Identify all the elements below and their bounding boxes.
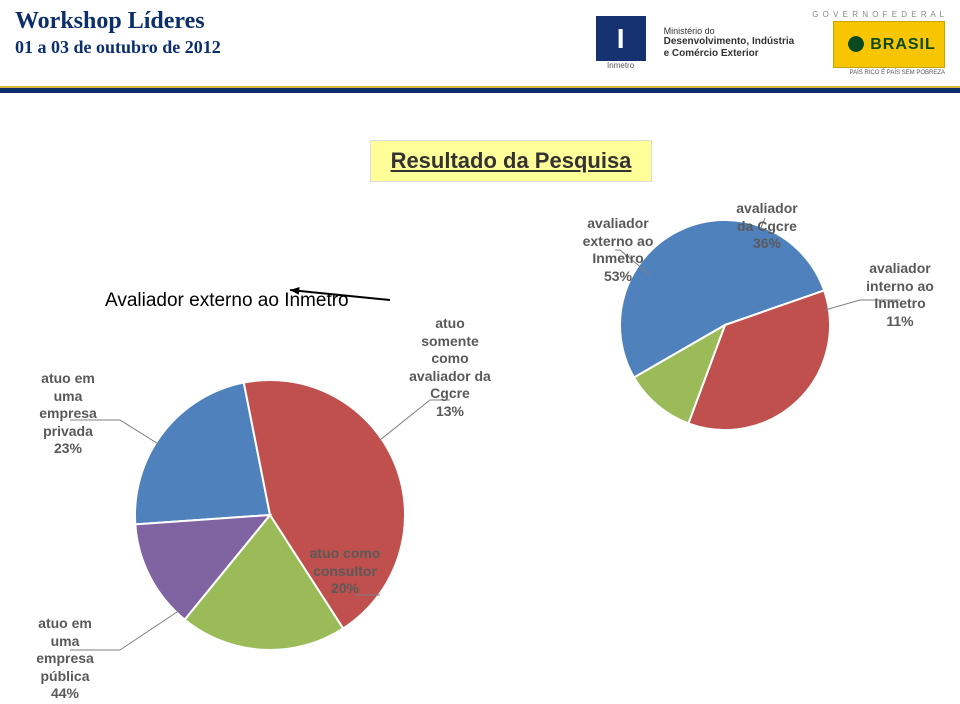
inmetro-logo: Inmetro <box>596 16 646 70</box>
header-divider <box>0 88 960 93</box>
label-consultor: atuo comoconsultor20% <box>285 545 405 598</box>
label-ext: avaliadorexterno aoInmetro53% <box>558 215 678 285</box>
label-somente: atuosomentecomoavaliador daCgcre13% <box>380 315 520 420</box>
ministry-l3: e Comércio Exterior <box>664 48 759 59</box>
ministry-text: Ministério do Desenvolvimento, Indústria… <box>664 26 795 61</box>
main-title: Resultado da Pesquisa <box>391 148 632 174</box>
header-logos: Inmetro Ministério do Desenvolvimento, I… <box>596 10 945 76</box>
label-int: avaliadorinterno aoInmetro11% <box>845 260 955 330</box>
gov-label: G O V E R N O F E D E R A L <box>812 10 945 19</box>
main-title-box: Resultado da Pesquisa <box>370 140 652 182</box>
title-line2: 01 a 03 de outubro de 2012 <box>15 37 221 58</box>
brasil-tag: PAÍS RICO É PAÍS SEM POBREZA <box>850 70 945 76</box>
title-line1: Workshop Líderes <box>15 8 221 35</box>
ministry-l1: Ministério do <box>664 26 795 37</box>
brasil-text: BRASIL <box>870 36 936 54</box>
label-publica: atuo emumaempresapública44% <box>10 615 120 703</box>
header-title: Workshop Líderes 01 a 03 de outubro de 2… <box>15 8 221 58</box>
ministry-l2: Desenvolvimento, Indústria <box>664 36 795 47</box>
brasil-logo: BRASIL <box>833 21 945 68</box>
label-cgcre: avaliadorda Cgcre36% <box>712 200 822 253</box>
inmetro-label: Inmetro <box>607 61 634 70</box>
label-privada: atuo emumaempresaprivada23% <box>18 370 118 458</box>
header: Workshop Líderes 01 a 03 de outubro de 2… <box>0 0 960 95</box>
section-label: Avaliador externo ao Inmetro <box>105 290 349 312</box>
inmetro-icon <box>596 16 646 61</box>
brasil-logo-wrap: G O V E R N O F E D E R A L BRASIL PAÍS … <box>812 10 945 76</box>
